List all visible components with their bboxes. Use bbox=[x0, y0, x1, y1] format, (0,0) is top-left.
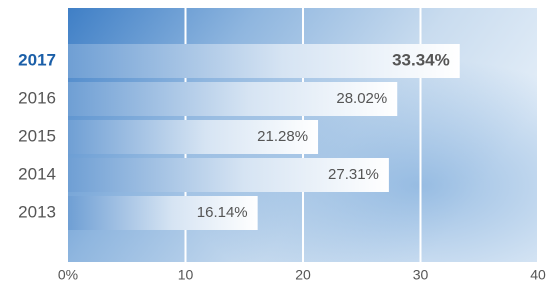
value-label: 28.02% bbox=[336, 90, 387, 107]
y-tick-label: 2013 bbox=[18, 202, 56, 221]
y-tick-label: 2015 bbox=[18, 126, 56, 145]
value-label: 33.34% bbox=[392, 50, 450, 69]
y-tick-label: 2017 bbox=[18, 50, 56, 69]
value-label: 21.28% bbox=[257, 128, 308, 145]
x-tick-label: 40 bbox=[530, 267, 546, 283]
x-tick-label: 0% bbox=[58, 267, 78, 283]
y-tick-label: 2014 bbox=[18, 164, 56, 183]
value-label: 27.31% bbox=[328, 166, 379, 183]
page: 0% 10 20 30 40 2017 33.34% 2016 28.02% 2015 21.28%… bbox=[0, 0, 549, 285]
value-label: 16.14% bbox=[197, 204, 248, 221]
x-tick-label: 30 bbox=[413, 267, 429, 283]
chart: 0% 10 20 30 40 2017 33.34% 2016 28.02% 2015 21.28%… bbox=[0, 0, 549, 285]
x-tick-label: 10 bbox=[178, 267, 194, 283]
x-tick-label: 20 bbox=[295, 267, 311, 283]
y-tick-label: 2016 bbox=[18, 88, 56, 107]
